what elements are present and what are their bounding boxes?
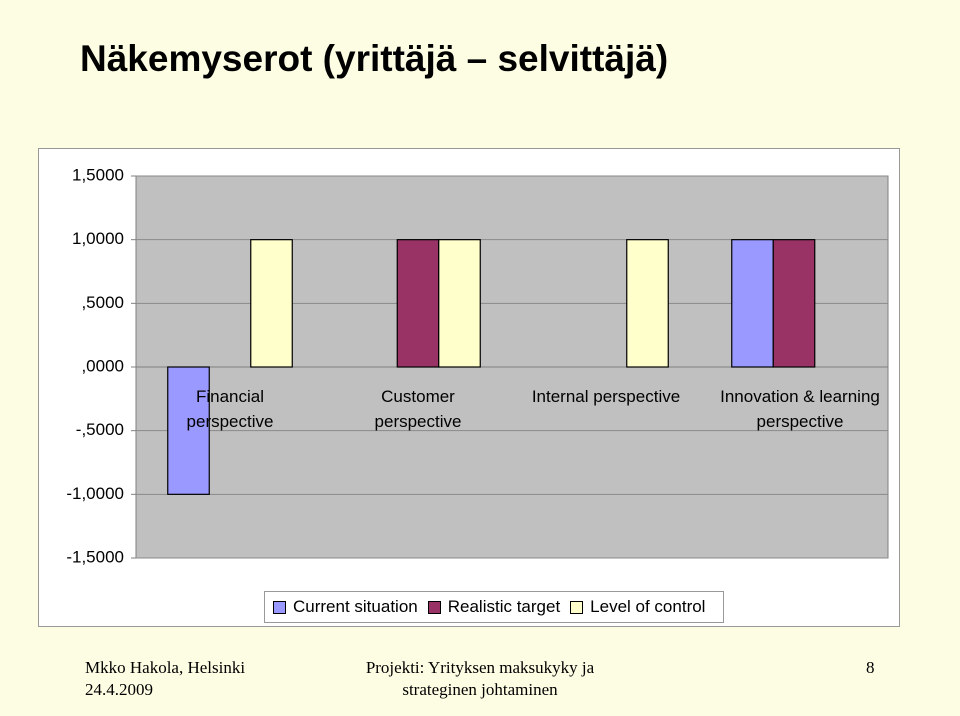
bar [438,239,481,368]
bar [167,366,210,495]
legend-item: Level of control [570,597,705,617]
y-tick-label: -,5000 [76,420,124,439]
legend-item: Current situation [273,597,418,617]
y-tick-label: ,0000 [81,356,124,375]
y-tick-label: -1,5000 [66,547,124,566]
legend-label: Current situation [293,597,418,616]
y-tick-label: 1,5000 [72,165,124,184]
y-tick-label: 1,0000 [72,229,124,248]
legend-label: Realistic target [447,597,561,616]
legend: Current situation Realistic target Level o… [264,591,725,623]
bar [250,239,293,368]
x-tick-label: Innovation & learning perspective [720,387,880,431]
x-tick-label: Customer perspective [374,387,462,431]
y-tick-label: ,5000 [81,293,124,312]
bar [626,239,669,368]
legend-swatch [273,600,286,614]
bar [772,239,816,368]
footer-author: Mkko Hakola, Helsinki [85,658,246,677]
slide-title: Näkemyserot (yrittäjä – selvittäjä) [80,38,669,79]
bar [396,239,440,368]
legend-item: Realistic target [427,597,561,617]
x-tick-label: Internal perspective [531,387,681,406]
page-number: 8 [866,658,875,677]
legend-swatch [427,600,441,614]
footer-project: Projekti: Yrityksen maksukyky ja strateg… [365,658,595,699]
legend-swatch [570,600,584,614]
x-tick-label: Financial perspective [186,387,274,431]
footer-date: 24.4.2009 [85,680,153,699]
y-tick-label: -1,0000 [66,484,124,503]
legend-label: Level of control [590,597,706,616]
bar [731,239,774,368]
